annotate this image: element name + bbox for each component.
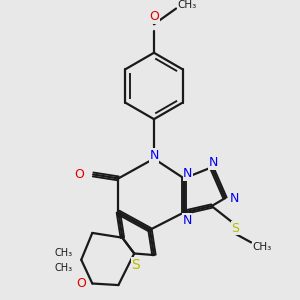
Text: N: N <box>230 192 239 205</box>
Text: CH₃: CH₃ <box>178 0 197 11</box>
Text: CH₃: CH₃ <box>55 248 73 259</box>
Text: S: S <box>231 222 239 235</box>
Text: O: O <box>74 168 84 181</box>
Text: O: O <box>76 277 86 290</box>
Text: N: N <box>208 156 218 169</box>
Text: N: N <box>149 149 159 162</box>
Text: S: S <box>131 257 140 272</box>
Text: O: O <box>149 10 159 23</box>
Text: N: N <box>183 167 193 180</box>
Text: N: N <box>182 214 192 227</box>
Text: CH₃: CH₃ <box>55 263 73 273</box>
Text: CH₃: CH₃ <box>253 242 272 252</box>
